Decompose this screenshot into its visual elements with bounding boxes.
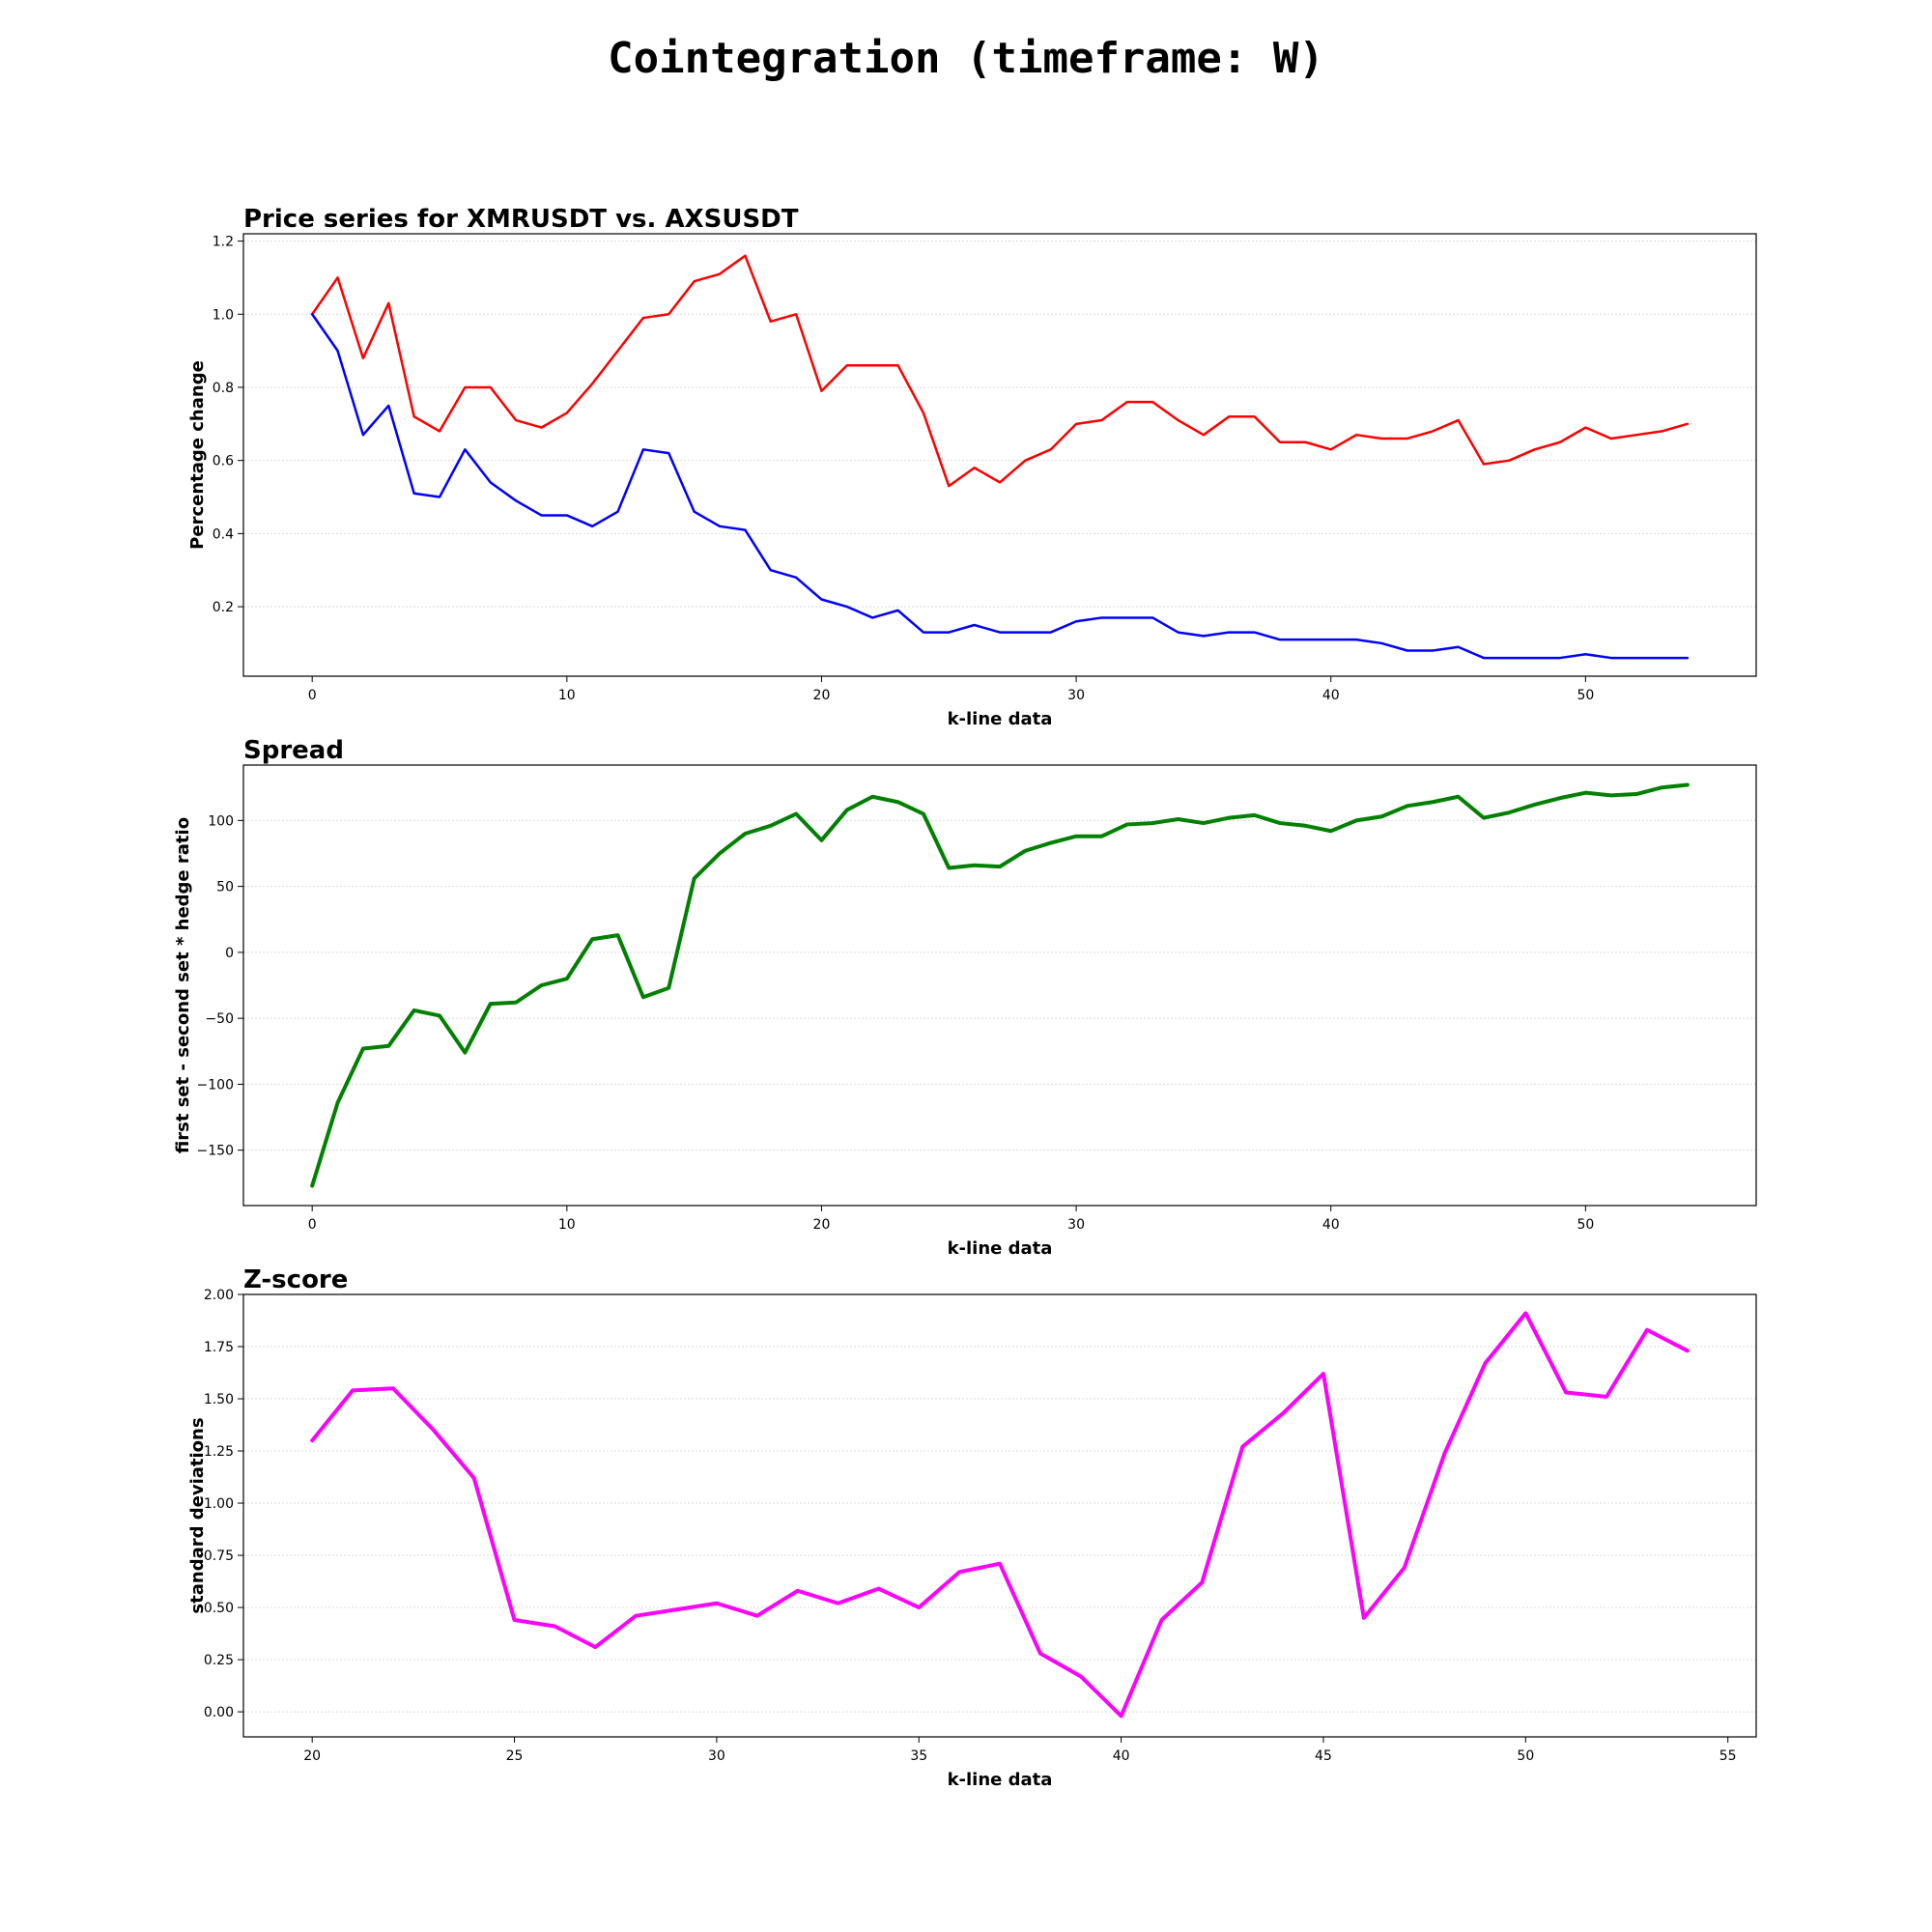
axes-frame [242, 764, 1757, 1207]
y-axis-label: first set - second set * hedge ratio [173, 817, 193, 1153]
x-tick-label: 25 [506, 1748, 524, 1764]
x-tick-label: 20 [813, 1217, 831, 1233]
y-tick-label: −50 [205, 1011, 234, 1027]
chart-title: Z-score [243, 1265, 348, 1294]
y-tick-label: 0.25 [204, 1653, 234, 1668]
y-tick-label: −150 [197, 1144, 234, 1159]
y-tick-label: 1.50 [204, 1392, 234, 1407]
y-tick-label: 0 [225, 946, 234, 961]
series-line-1 [310, 782, 1690, 1188]
y-tick-label: 1.25 [204, 1444, 234, 1460]
y-tick-label: 1.0 [213, 307, 234, 323]
y-tick-label: 0.4 [213, 526, 234, 542]
x-tick-label: 10 [558, 688, 576, 703]
chart-title: Price series for XMRUSDT vs. AXSUSDT [243, 205, 799, 234]
x-axis-label: k-line data [948, 1770, 1053, 1790]
y-tick-label: 0.75 [204, 1548, 234, 1564]
y-tick-label: −100 [197, 1077, 234, 1093]
x-tick-label: 10 [558, 1217, 576, 1233]
y-tick-label: 0.6 [213, 454, 234, 469]
x-tick-label: 35 [910, 1748, 927, 1764]
chart-panel-2: 0 10 20 30 40 50 −150 −100 −50 0 50 100 Spread k-line… [173, 736, 1757, 1259]
x-tick-label: 45 [1315, 1748, 1332, 1764]
y-tick-label: 100 [208, 813, 234, 829]
x-tick-label: 30 [1067, 688, 1085, 703]
series-line-2 [310, 313, 1690, 660]
x-tick-label: 50 [1517, 1748, 1534, 1764]
y-tick-label: 0.00 [204, 1705, 234, 1720]
y-tick-label: 50 [216, 880, 234, 895]
chart-panel-3: 20 25 30 35 40 45 50 55 0.00 0.25 0.50 0.75 1.00 1.25… [187, 1265, 1757, 1790]
y-tick-label: 0.50 [204, 1601, 234, 1616]
x-tick-label: 30 [708, 1748, 725, 1764]
y-tick-label: 1.2 [213, 235, 234, 250]
series-line-1 [310, 254, 1690, 488]
x-tick-label: 50 [1577, 688, 1594, 703]
x-tick-label: 55 [1719, 1748, 1737, 1764]
y-axis-label: standard deviations [187, 1417, 208, 1613]
x-axis-label: k-line data [948, 709, 1053, 729]
x-tick-label: 40 [1113, 1748, 1130, 1764]
axes-frame [242, 233, 1757, 677]
x-tick-label: 20 [303, 1748, 321, 1764]
chart-title: Spread [243, 736, 344, 765]
x-axis-label: k-line data [948, 1238, 1053, 1259]
x-tick-label: 40 [1322, 1217, 1340, 1233]
chart-panel-1: 0 10 20 30 40 50 0.2 0.4 0.6 0.8 1.0 1.2 Price serie… [187, 205, 1757, 729]
x-tick-label: 20 [813, 688, 831, 703]
x-tick-label: 40 [1322, 688, 1340, 703]
y-tick-label: 0.8 [213, 381, 234, 396]
y-axis-label: Percentage change [187, 360, 208, 550]
chart-panels: 0 10 20 30 40 50 0.2 0.4 0.6 0.8 1.0 1.2 Price serie… [173, 205, 1757, 1790]
x-tick-label: 0 [308, 688, 317, 703]
y-tick-label: 2.00 [204, 1288, 234, 1303]
x-tick-label: 50 [1577, 1217, 1594, 1233]
series-line-1 [310, 1311, 1690, 1719]
axes-frame [242, 1293, 1757, 1738]
y-tick-label: 1.75 [204, 1340, 234, 1355]
x-tick-label: 0 [308, 1217, 317, 1233]
y-tick-label: 0.2 [213, 600, 234, 615]
x-tick-label: 30 [1067, 1217, 1085, 1233]
y-tick-label: 1.00 [204, 1496, 234, 1512]
figure-title: Cointegration (timeframe: W) [608, 34, 1324, 83]
